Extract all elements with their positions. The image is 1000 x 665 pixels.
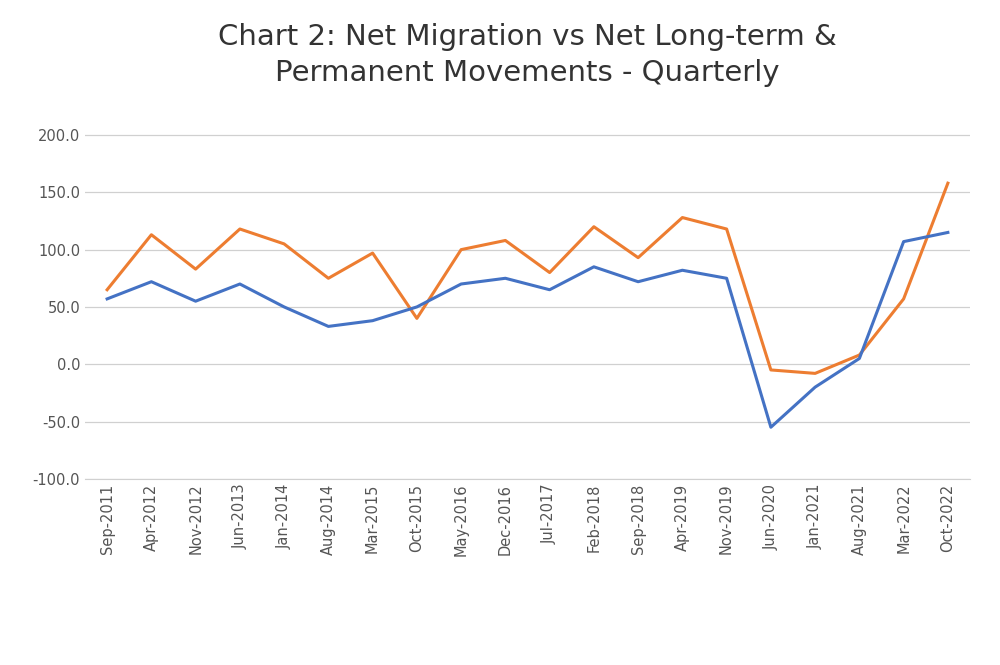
LTP <box>499 237 511 245</box>
LTP <box>544 269 556 277</box>
LTP <box>455 245 467 253</box>
NOM <box>942 229 954 237</box>
LTP <box>367 249 379 257</box>
LTP <box>234 225 246 233</box>
LTP <box>898 295 910 303</box>
Title: Chart 2: Net Migration vs Net Long-term &
Permanent Movements - Quarterly: Chart 2: Net Migration vs Net Long-term … <box>218 23 837 87</box>
LTP <box>145 231 157 239</box>
NOM <box>367 317 379 325</box>
LTP <box>676 213 688 221</box>
NOM <box>278 303 290 311</box>
NOM <box>853 354 865 362</box>
NOM <box>544 286 556 294</box>
NOM <box>411 303 423 311</box>
LTP <box>322 274 334 282</box>
LTP <box>809 369 821 377</box>
NOM <box>765 423 777 431</box>
LTP <box>411 315 423 323</box>
LTP <box>632 253 644 261</box>
NOM <box>101 295 113 303</box>
NOM <box>145 278 157 286</box>
NOM <box>632 278 644 286</box>
Line: LTP: LTP <box>107 183 948 373</box>
LTP <box>853 351 865 359</box>
NOM <box>455 280 467 288</box>
LTP <box>942 179 954 187</box>
NOM <box>190 297 202 305</box>
LTP <box>190 265 202 273</box>
LTP <box>278 240 290 248</box>
NOM <box>809 383 821 391</box>
NOM <box>234 280 246 288</box>
LTP <box>101 286 113 294</box>
NOM <box>898 237 910 245</box>
NOM <box>499 274 511 282</box>
NOM <box>676 266 688 274</box>
LTP <box>721 225 733 233</box>
LTP <box>588 223 600 231</box>
NOM <box>721 274 733 282</box>
Line: NOM: NOM <box>107 233 948 427</box>
LTP <box>765 366 777 374</box>
NOM <box>322 323 334 331</box>
NOM <box>588 263 600 271</box>
